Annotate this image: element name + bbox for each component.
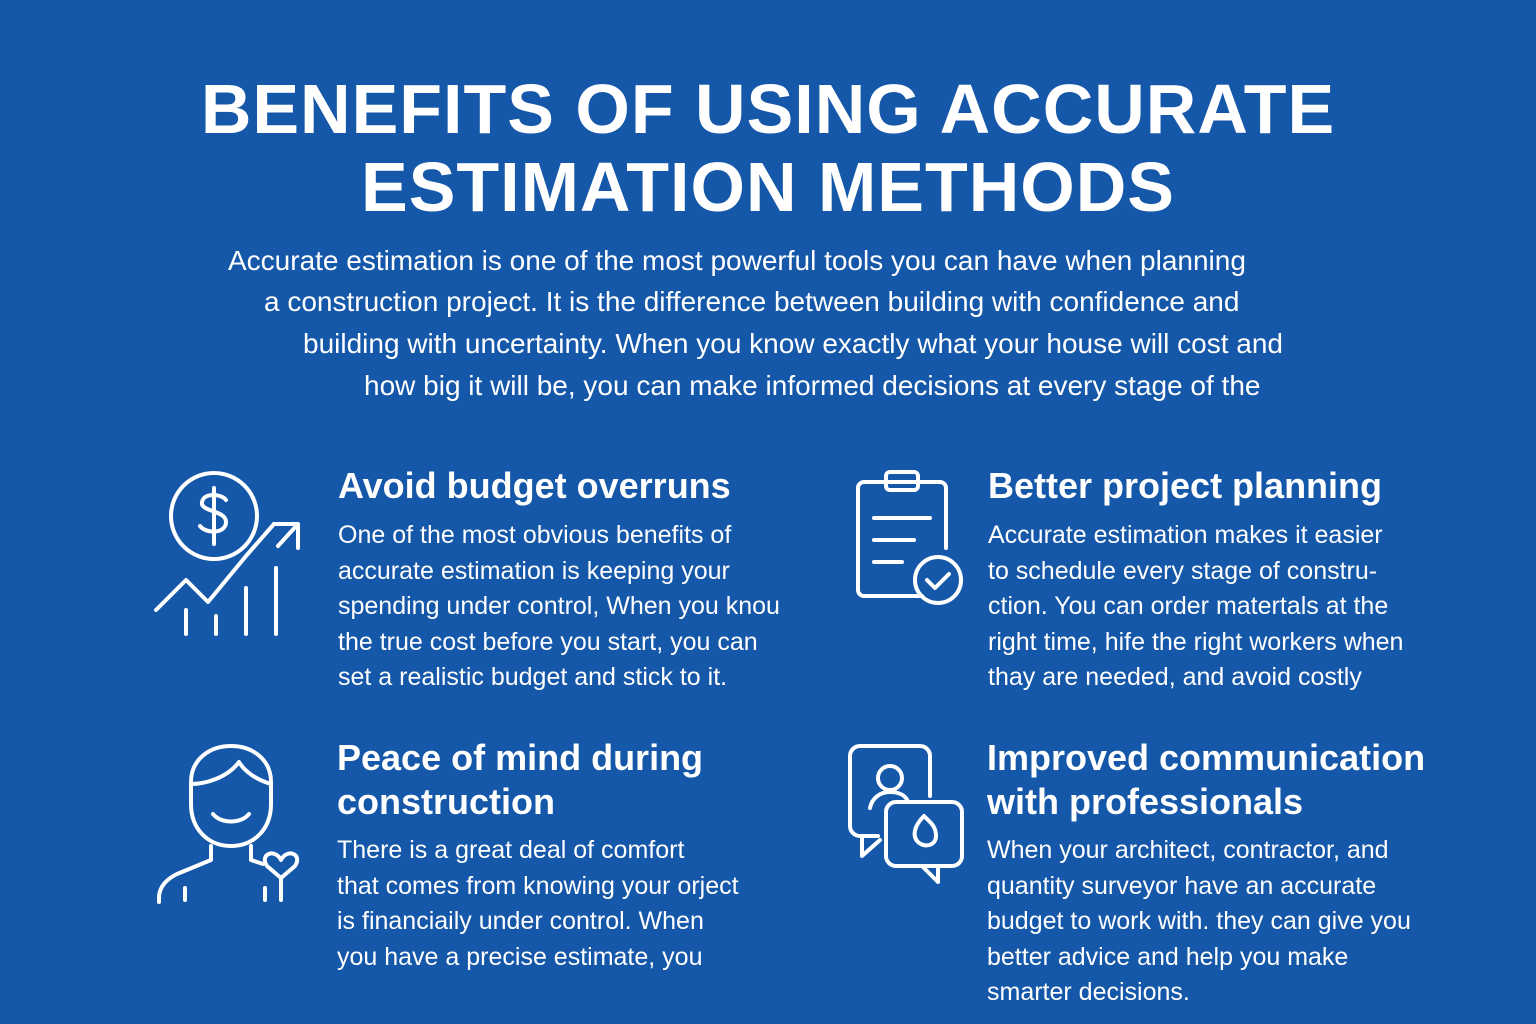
benefit-heading: Peace of mind during construction	[337, 737, 704, 822]
intro-line: how big it will be, you can make informe…	[364, 370, 1261, 401]
benefit-heading: Avoid budget overruns	[338, 465, 731, 506]
chat-bubbles-icon	[848, 744, 964, 884]
dollar-growth-chart-icon	[154, 471, 300, 636]
intro-line: a construction project. It is the differ…	[264, 286, 1240, 317]
intro-line: Accurate estimation is one of the most p…	[228, 245, 1246, 276]
benefit-heading: Improved communication with professionals	[987, 737, 1426, 822]
benefit-body: There is a great deal of comfort that com…	[337, 836, 739, 971]
clipboard-check-icon	[856, 470, 963, 605]
benefit-body: When your architect, contractor, and quan…	[987, 836, 1411, 1006]
benefit-body: Accurate estimation makes it easier to sc…	[988, 521, 1404, 691]
page-title: BENEFITS OF USING ACCURATE ESTIMATION ME…	[0, 70, 1536, 226]
title-line-1: BENEFITS OF USING ACCURATE	[200, 70, 1336, 148]
title-line-2: ESTIMATION METHODS	[361, 148, 1175, 226]
person-heart-icon	[157, 744, 300, 904]
intro-line: building with uncertainty. When you know…	[303, 328, 1283, 359]
benefit-heading: Better project planning	[988, 465, 1383, 506]
benefit-body: One of the most obvious benefits of accur…	[338, 521, 780, 691]
